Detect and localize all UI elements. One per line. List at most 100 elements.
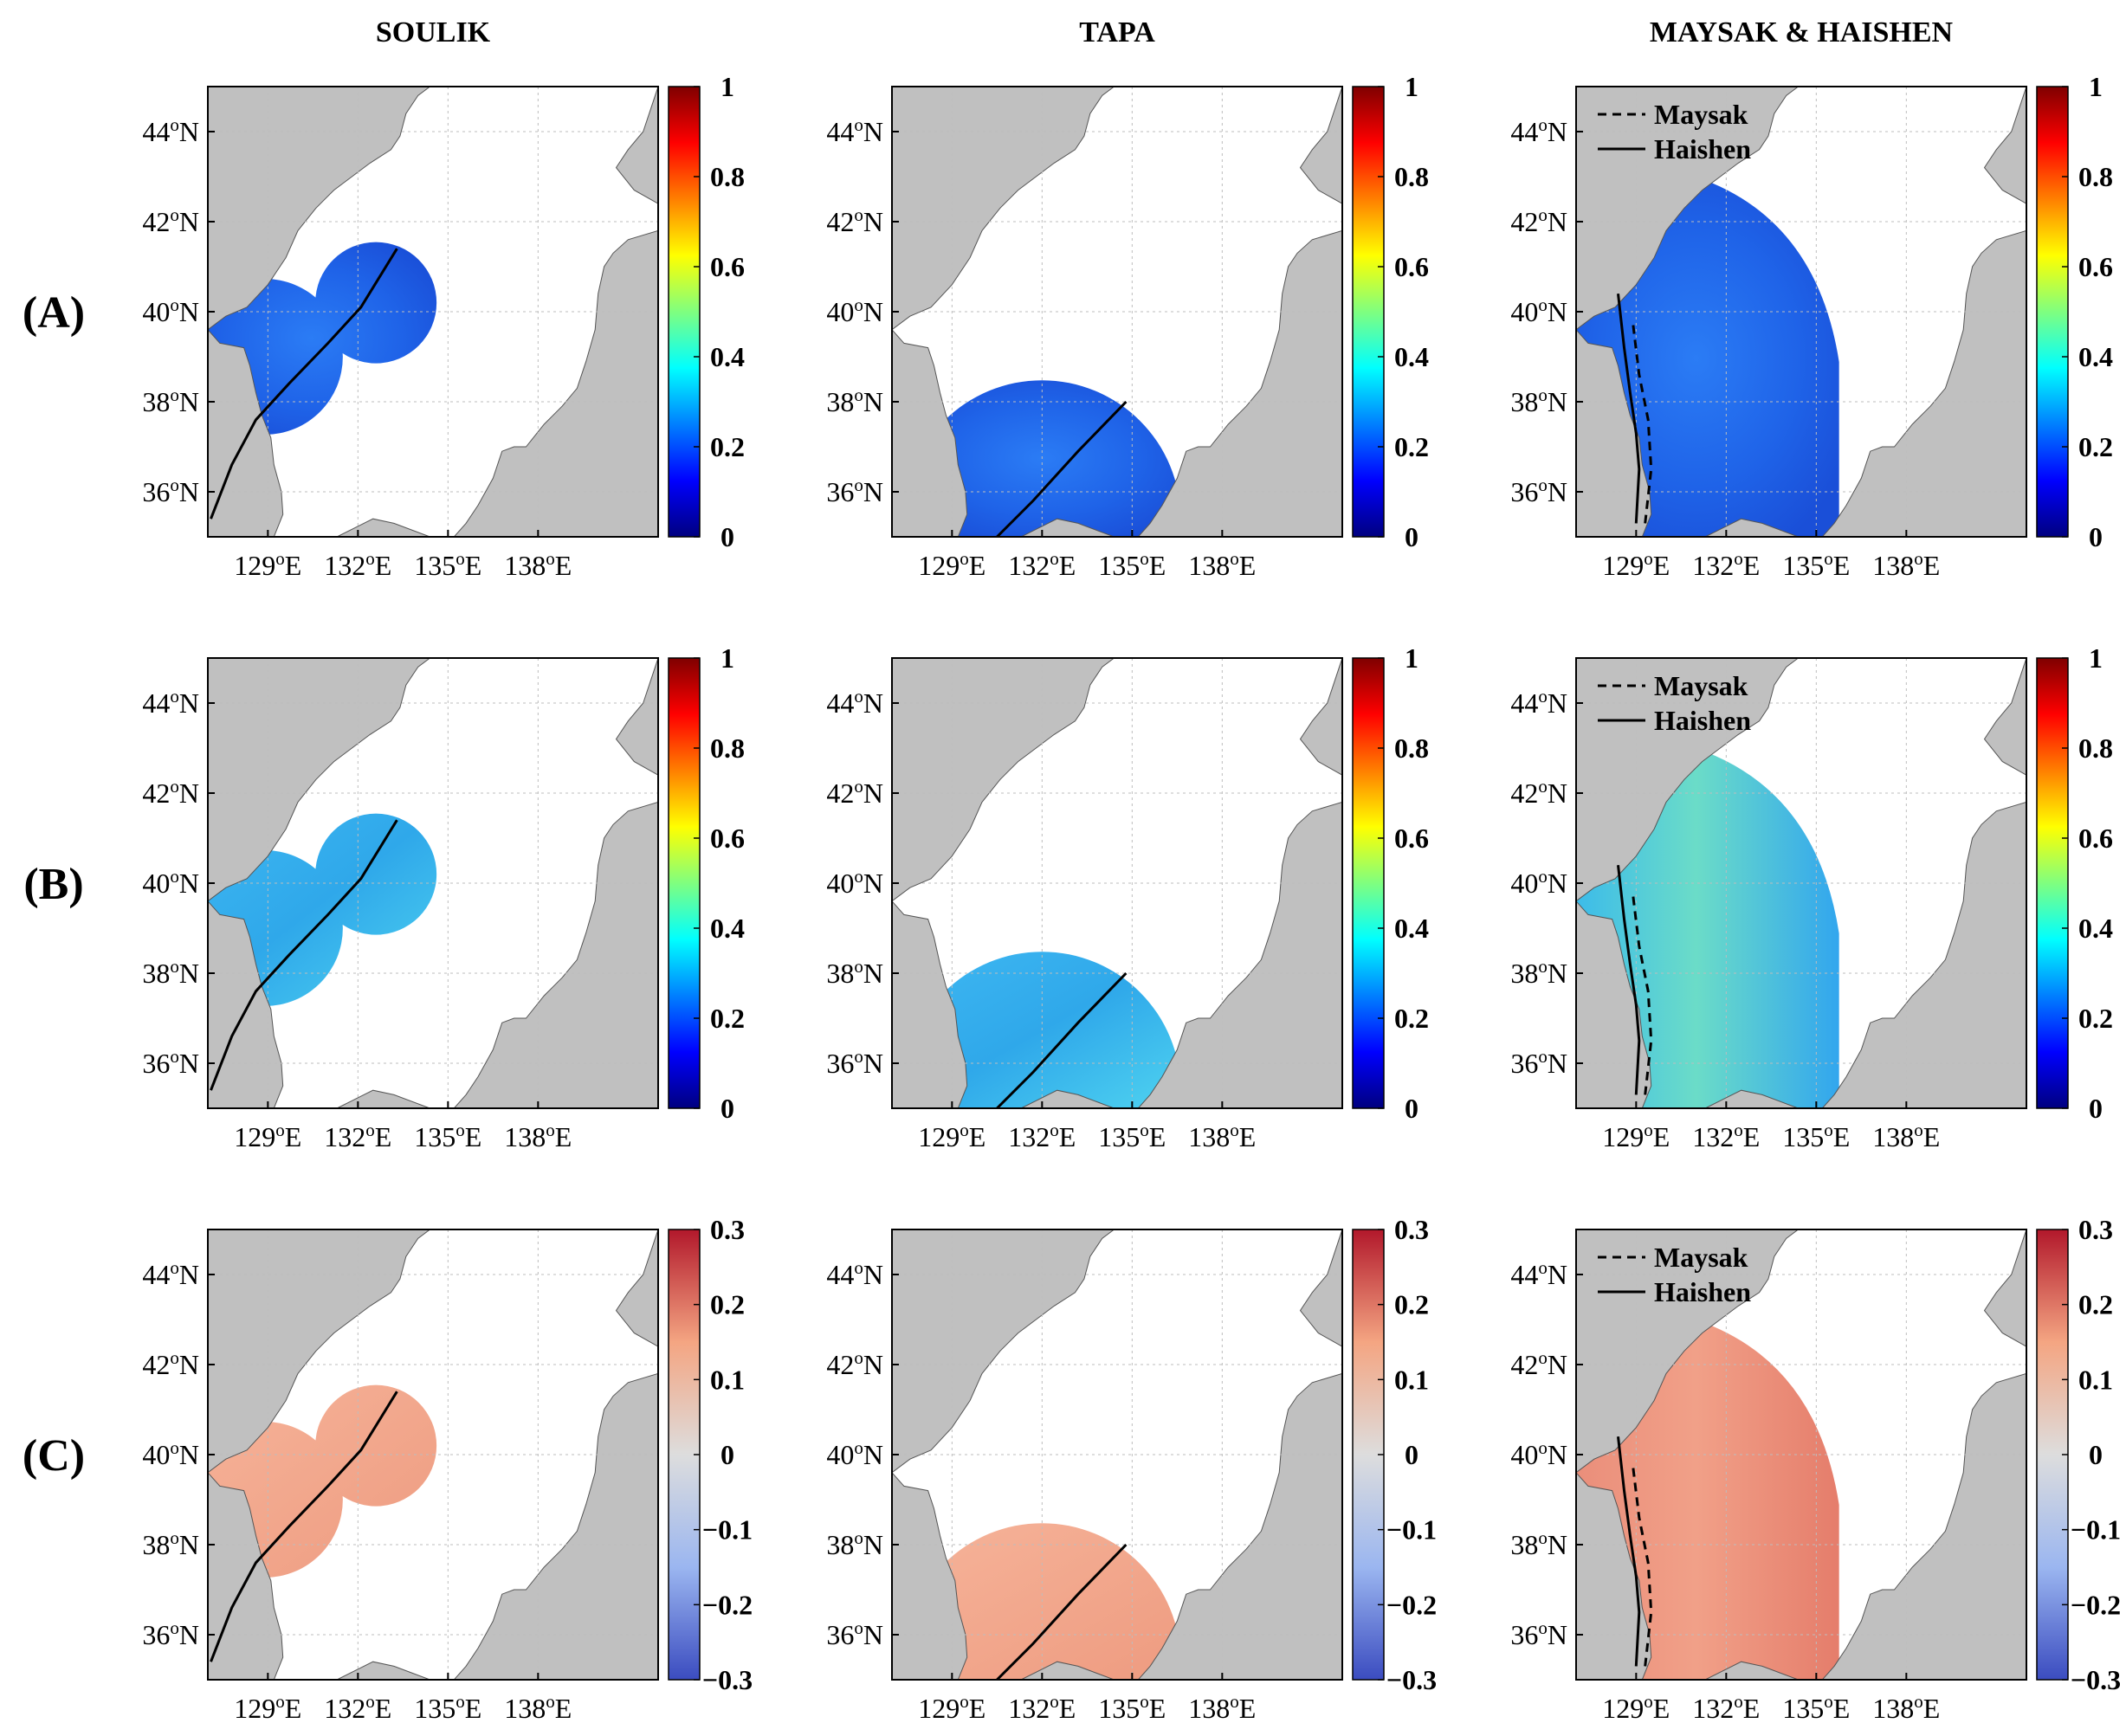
- deg-suffix: E: [1149, 550, 1166, 581]
- land-mass: [1137, 229, 1342, 537]
- lon-label: 138oE: [1872, 1691, 1940, 1724]
- colorbar-label: 0.2: [1394, 1289, 1429, 1320]
- deg-number: 135: [414, 1693, 456, 1724]
- deg-number: 36: [142, 476, 170, 507]
- colorbar-label: 0.2: [2078, 1003, 2113, 1034]
- deg-number: 40: [826, 868, 854, 899]
- land-mass: [1020, 1089, 1115, 1108]
- colorbar-label: 0.6: [1394, 823, 1429, 854]
- deg-suffix: N: [179, 296, 199, 327]
- colorbar-label: 0: [721, 1093, 734, 1124]
- lat-label: 38oN: [142, 1527, 199, 1560]
- deg-suffix: N: [863, 778, 883, 809]
- deg-number: 132: [324, 1693, 365, 1724]
- lat-label: 40oN: [142, 866, 199, 899]
- deg-symbol: o: [854, 114, 863, 135]
- lat-label: 36oN: [142, 1617, 199, 1650]
- track-tapa: [996, 400, 1128, 537]
- deg-number: 36: [826, 1619, 854, 1650]
- deg-number: 38: [142, 958, 170, 989]
- deg-suffix: N: [1548, 868, 1567, 899]
- land-mass: [1299, 1229, 1342, 1347]
- lon-label: 135oE: [1782, 1691, 1850, 1724]
- deg-suffix: N: [1548, 687, 1567, 719]
- colorbar-label: 0.1: [2078, 1364, 2113, 1395]
- deg-symbol: o: [170, 1257, 179, 1278]
- deg-symbol: o: [1644, 1120, 1653, 1140]
- colorbar-label: 0.2: [1394, 431, 1429, 462]
- deg-symbol: o: [546, 1120, 555, 1140]
- deg-suffix: N: [863, 206, 883, 237]
- deg-suffix: N: [863, 1529, 883, 1560]
- colorbar-label: 1: [1405, 642, 1418, 674]
- colorbar-label: 0.8: [1394, 161, 1429, 192]
- deg-symbol: o: [960, 548, 969, 569]
- deg-symbol: o: [1824, 548, 1833, 569]
- land-mass: [208, 1229, 284, 1680]
- deg-number: 138: [1188, 550, 1230, 581]
- colorbar-label: 0.8: [710, 161, 745, 192]
- deg-symbol: o: [365, 1691, 375, 1712]
- deg-symbol: o: [170, 384, 179, 405]
- land-mass: [1137, 1372, 1342, 1680]
- deg-suffix: E: [555, 1693, 572, 1724]
- deg-symbol: o: [1230, 1120, 1239, 1140]
- deg-suffix: N: [1548, 386, 1567, 417]
- deg-number: 132: [1692, 1693, 1734, 1724]
- lon-label: 132oE: [1692, 548, 1760, 581]
- lat-label: 38oN: [1510, 956, 1567, 989]
- deg-number: 129: [918, 1693, 960, 1724]
- lat-label: 36oN: [826, 474, 883, 507]
- colorbar-label: 0.4: [2078, 341, 2113, 372]
- land-mass: [336, 1089, 430, 1108]
- deg-symbol: o: [170, 776, 179, 797]
- lat-label: 44oN: [826, 1257, 883, 1290]
- colorbar-label: 0.8: [2078, 161, 2113, 192]
- deg-symbol: o: [170, 1046, 179, 1067]
- deg-number: 138: [504, 1121, 546, 1152]
- row-label: (B): [23, 860, 83, 909]
- lat-label: 42oN: [1510, 776, 1567, 809]
- row-label: (A): [23, 288, 85, 338]
- lat-label: 44oN: [142, 1257, 199, 1290]
- deg-number: 40: [826, 1439, 854, 1470]
- colorbar-label: 0.2: [710, 1003, 745, 1034]
- land-mass: [1704, 1661, 1799, 1680]
- lon-label: 129oE: [234, 548, 301, 581]
- deg-number: 36: [826, 476, 854, 507]
- lat-label: 36oN: [142, 1046, 199, 1079]
- deg-suffix: N: [179, 386, 199, 417]
- colorbar-label: 0: [1405, 1093, 1418, 1124]
- track-haishen: [1617, 865, 1641, 1095]
- lat-label: 36oN: [826, 1046, 883, 1079]
- colorbar-label: 0.3: [2078, 1214, 2113, 1245]
- deg-symbol: o: [365, 1120, 375, 1140]
- land-mass: [1983, 87, 2026, 204]
- deg-suffix: E: [1239, 1121, 1257, 1152]
- lon-label: 135oE: [1782, 548, 1850, 581]
- deg-number: 44: [826, 1259, 854, 1290]
- deg-suffix: E: [969, 1693, 986, 1724]
- row-label: (C): [23, 1431, 85, 1481]
- land-mass: [1704, 1089, 1799, 1108]
- colorbar-label: −0.1: [1386, 1514, 1437, 1546]
- land-mass: [1704, 518, 1799, 537]
- lat-label: 40oN: [1510, 866, 1567, 899]
- deg-symbol: o: [854, 1617, 863, 1638]
- deg-number: 129: [1602, 550, 1644, 581]
- deg-suffix: N: [179, 778, 199, 809]
- lat-label: 44oN: [826, 114, 883, 147]
- deg-suffix: N: [179, 868, 199, 899]
- deg-symbol: o: [1538, 686, 1548, 707]
- deg-suffix: N: [863, 958, 883, 989]
- deg-number: 138: [1188, 1121, 1230, 1152]
- deg-symbol: o: [854, 1257, 863, 1278]
- deg-symbol: o: [1538, 1617, 1548, 1638]
- deg-suffix: E: [1059, 1121, 1076, 1152]
- deg-symbol: o: [1914, 548, 1923, 569]
- deg-symbol: o: [1538, 866, 1548, 887]
